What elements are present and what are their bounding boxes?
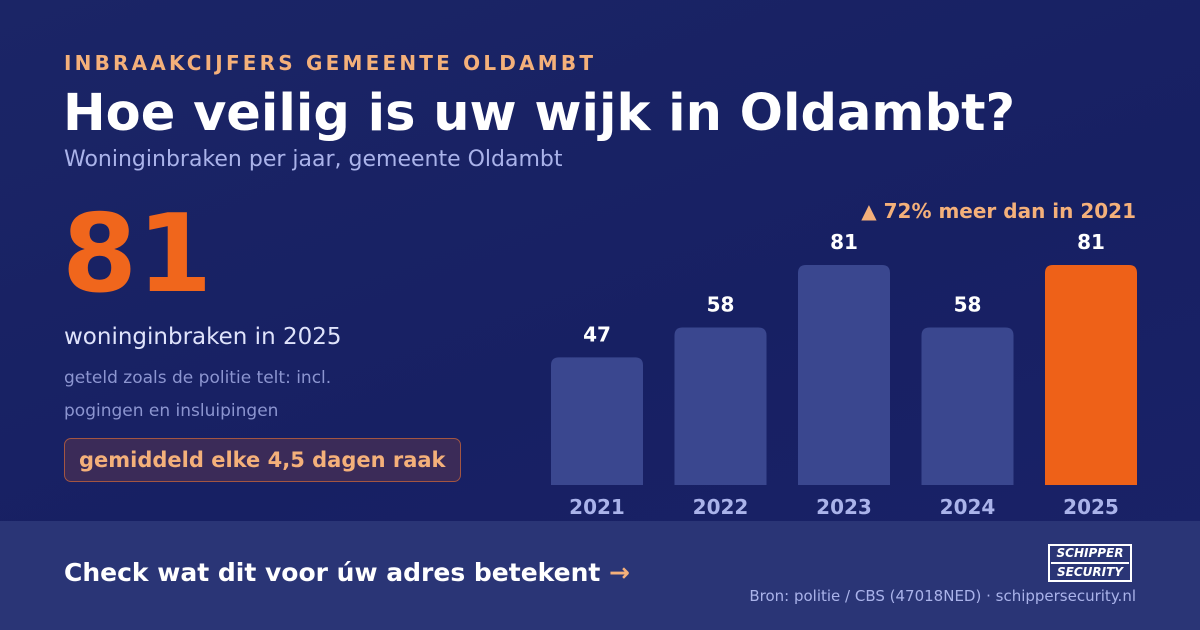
bar-2024 bbox=[921, 327, 1014, 485]
brand-logo: SCHIPPER SECURITY bbox=[1048, 544, 1132, 582]
bar-2021 bbox=[551, 357, 643, 485]
x-tick-label: 2022 bbox=[693, 495, 749, 519]
chart-change-note: ▲ 72% meer dan in 2021 bbox=[861, 199, 1136, 223]
page-subtitle: Woninginbraken per jaar, gemeente Oldamb… bbox=[64, 147, 563, 172]
x-tick-label: 2025 bbox=[1063, 495, 1119, 519]
page-title: Hoe veilig is uw wijk in Oldambt? bbox=[63, 84, 1016, 143]
bar-value-label: 47 bbox=[583, 322, 611, 346]
logo-divider bbox=[1051, 562, 1129, 564]
footer-band bbox=[0, 521, 1200, 630]
arrow-right-icon: → bbox=[609, 558, 630, 587]
bar-value-label: 81 bbox=[830, 230, 858, 254]
bar-value-label: 58 bbox=[954, 292, 982, 316]
x-tick-label: 2023 bbox=[816, 495, 872, 519]
bar-group: 47 2021 58 2022 81 2023 58 2024 81 2025 bbox=[551, 230, 1137, 519]
cta-text: Check wat dit voor úw adres betekent bbox=[64, 558, 601, 587]
highlight-number: 81 bbox=[62, 192, 213, 317]
highlight-label: woninginbraken in 2025 bbox=[64, 324, 342, 350]
bar-2022 bbox=[674, 327, 767, 485]
logo-text-top: SCHIPPER bbox=[1056, 546, 1124, 560]
x-tick-label: 2024 bbox=[940, 495, 996, 519]
bar-2023 bbox=[798, 265, 890, 485]
bar-value-label: 58 bbox=[707, 292, 735, 316]
bar-value-label: 81 bbox=[1077, 230, 1105, 254]
cta-link[interactable]: Check wat dit voor úw adres betekent → bbox=[64, 558, 630, 587]
x-tick-label: 2021 bbox=[569, 495, 625, 519]
burglary-bar-chart: 47 2021 58 2022 81 2023 58 2024 81 2025 bbox=[551, 230, 1137, 519]
bar-2025 bbox=[1045, 265, 1137, 485]
eyebrow-label: INBRAAKCIJFERS GEMEENTE OLDAMBT bbox=[64, 51, 597, 75]
frequency-badge: gemiddeld elke 4,5 dagen raak bbox=[64, 438, 461, 482]
source-credit: Bron: politie / CBS (47018NED) · schippe… bbox=[749, 587, 1136, 605]
logo-text-bottom: SECURITY bbox=[1057, 565, 1123, 579]
count-method-note: geteld zoals de politie telt: incl. pogi… bbox=[64, 368, 332, 421]
